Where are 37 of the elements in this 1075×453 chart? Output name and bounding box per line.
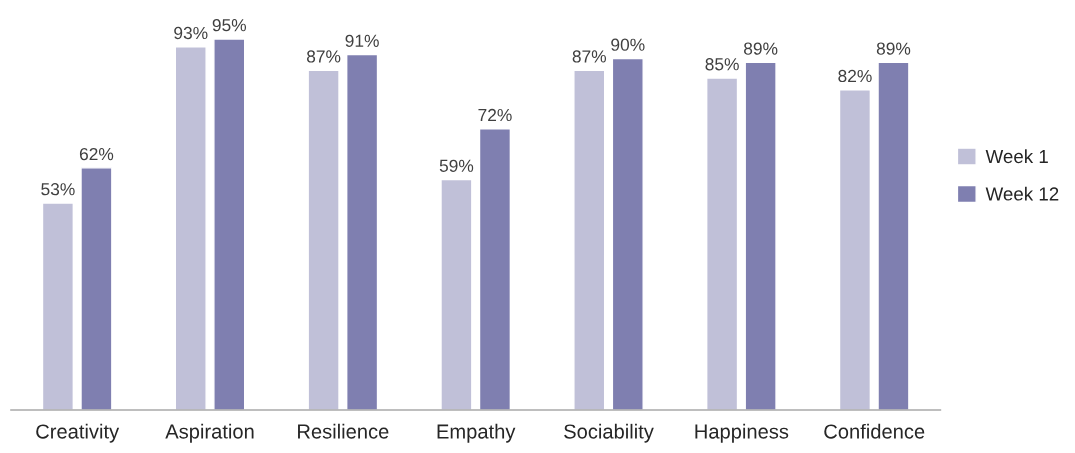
bar [174,46,207,410]
data-label: 89% [876,42,911,55]
bar [573,69,606,410]
bar [41,202,75,410]
x-tick-label: Empathy [437,423,516,443]
data-label: 91% [345,34,379,47]
bar [706,77,739,410]
data-label: 59% [439,159,474,172]
bar [440,178,473,410]
bar [838,89,872,410]
bar [744,61,777,410]
x-tick-label: Confidence [824,423,925,439]
data-label: 90% [611,38,645,51]
x-tick-label: Happiness [695,423,789,443]
data-label: 89% [744,42,778,55]
bar [346,53,379,410]
bar [877,61,910,410]
data-label: 72% [478,108,512,122]
bar [213,38,246,410]
data-label: 82% [838,69,872,83]
data-label: 53% [41,183,75,196]
x-tick-label: Aspiration [165,423,254,443]
x-tick-label: Creativity [36,423,120,443]
legend-label: Week 1 [985,149,1048,164]
x-tick-label: Resilience [298,423,389,439]
bar [307,69,340,410]
data-label: 87% [306,50,341,63]
legend-label: Week 12 [985,186,1059,201]
data-label: 85% [705,58,739,71]
bar [611,57,644,410]
data-label: 87% [572,50,607,63]
data-label: 93% [174,26,208,40]
data-label: 62% [79,147,114,161]
bar [478,128,512,410]
x-tick-label: Sociability [564,423,654,443]
bar [80,167,113,410]
data-label: 95% [212,19,247,32]
